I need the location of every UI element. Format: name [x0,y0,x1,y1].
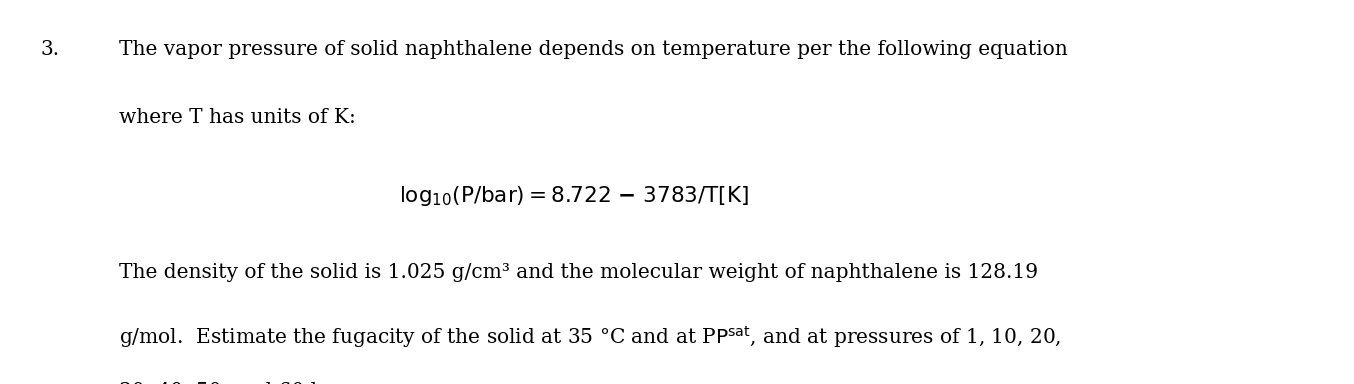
Text: g/mol.  Estimate the fugacity of the solid at 35 °C and at P$\mathrm{P^{sat}}$, : g/mol. Estimate the fugacity of the soli… [119,324,1062,350]
Text: 30, 40, 50, and 60 bar.: 30, 40, 50, and 60 bar. [119,382,349,384]
Text: where T has units of K:: where T has units of K: [119,108,356,126]
Text: The vapor pressure of solid naphthalene depends on temperature per the following: The vapor pressure of solid naphthalene … [119,40,1068,59]
Text: $\log_{10}\!\mathrm{(P/bar)} = 8.722\ \mathbf{-}\ \mathrm{3783/T[K]}$: $\log_{10}\!\mathrm{(P/bar)} = 8.722\ \m… [399,184,749,208]
Text: The density of the solid is 1.025 g/cm³ and the molecular weight of naphthalene : The density of the solid is 1.025 g/cm³ … [119,263,1039,282]
Text: 3.: 3. [41,40,60,59]
